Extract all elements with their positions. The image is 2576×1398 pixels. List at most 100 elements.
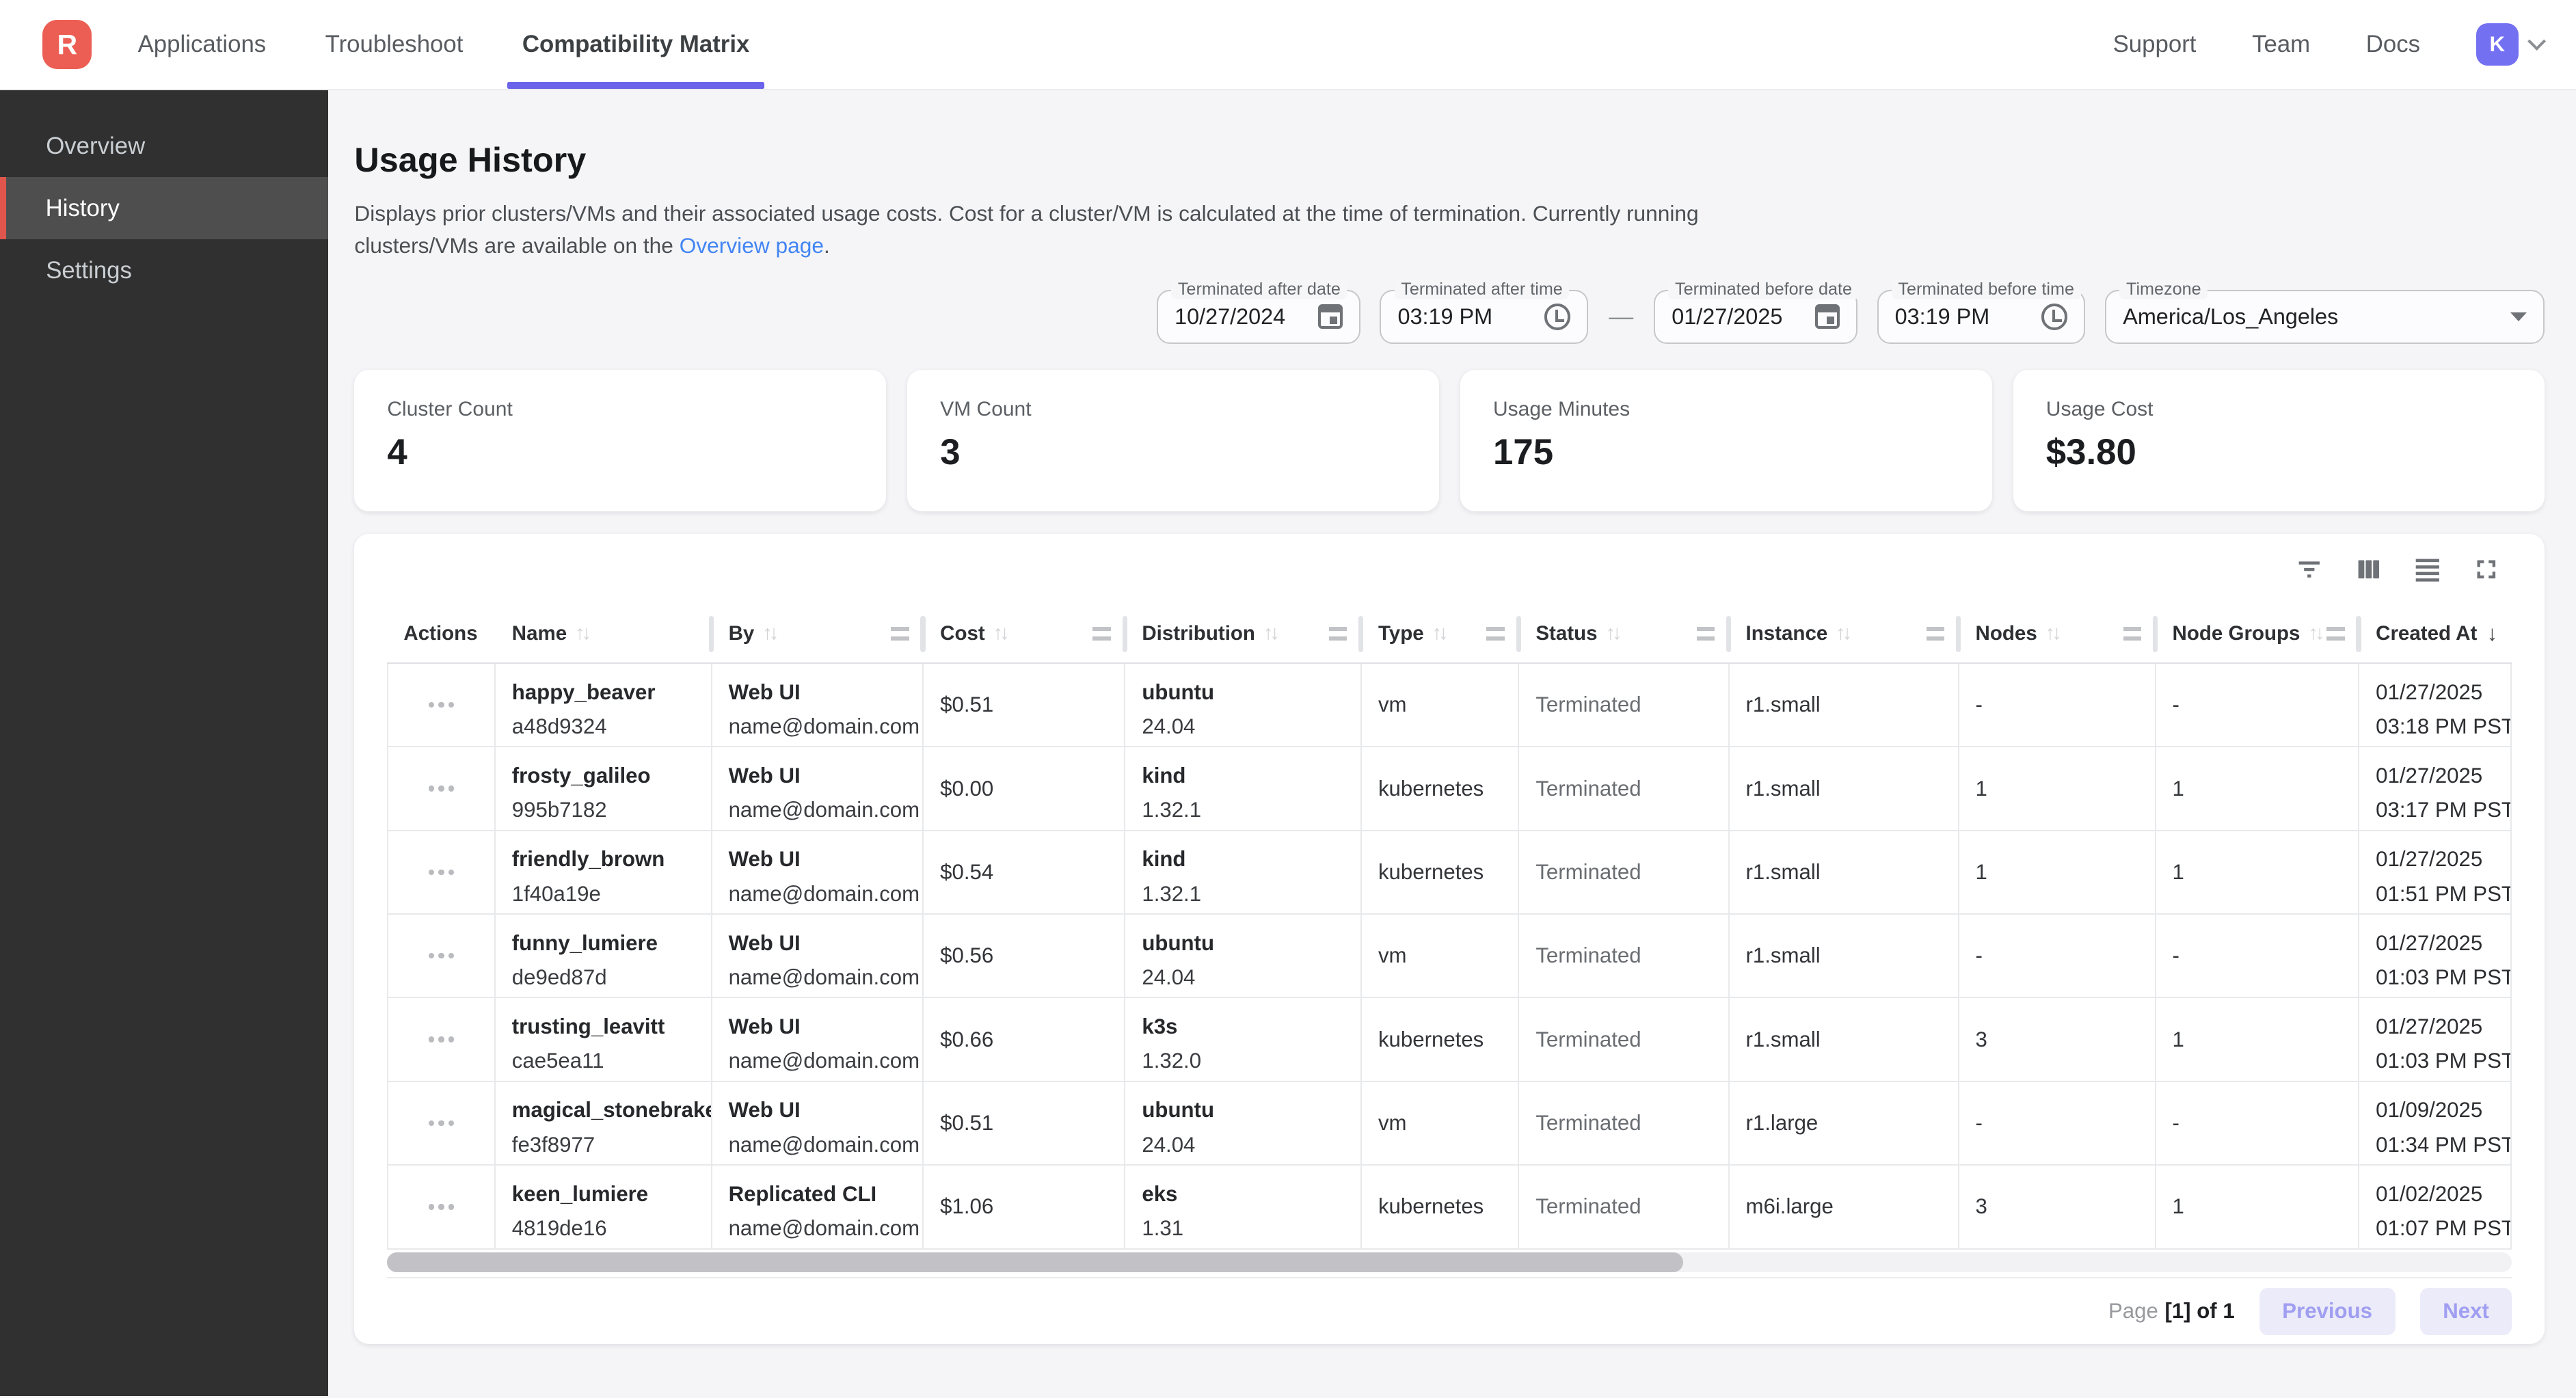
nodes-value: 1: [1975, 859, 1987, 884]
nodes-value: 3: [1975, 1027, 1987, 1051]
by-email-link[interactable]: name@domain.com: [728, 965, 920, 990]
nav-item-troubleshoot[interactable]: Troubleshoot: [325, 31, 464, 57]
row-actions-button[interactable]: [419, 1110, 464, 1135]
column-resize-handle[interactable]: [1516, 616, 1521, 653]
by-email-link[interactable]: name@domain.com: [728, 798, 920, 822]
column-resize-handle[interactable]: [1955, 616, 1961, 653]
column-header-name[interactable]: Name ↑↓: [496, 605, 714, 662]
column-menu-icon[interactable]: [1696, 626, 1715, 641]
nav-link-team[interactable]: Team: [2252, 30, 2311, 57]
column-resize-handle[interactable]: [2152, 616, 2158, 653]
column-menu-icon[interactable]: [2123, 626, 2141, 641]
density-icon[interactable]: [2412, 554, 2443, 585]
nav-link-support[interactable]: Support: [2112, 30, 2197, 57]
sort-arrows-icon[interactable]: ↑↓: [1432, 622, 1449, 645]
column-resize-handle[interactable]: [1726, 616, 1731, 653]
by-email-link[interactable]: name@domain.com: [728, 1216, 920, 1241]
filter-bar: Terminated after date 10/27/2024 Termina…: [354, 279, 2545, 344]
terminated-before-date-input[interactable]: Terminated before date 01/27/2025: [1654, 279, 1859, 344]
row-actions-button[interactable]: [419, 859, 464, 885]
user-menu[interactable]: K: [2476, 23, 2546, 66]
column-header-instance[interactable]: Instance ↑↓: [1730, 605, 1961, 662]
by-email-link[interactable]: name@domain.com: [728, 881, 920, 906]
column-resize-handle[interactable]: [1358, 616, 1364, 653]
nav-item-compatibility-matrix[interactable]: Compatibility Matrix: [507, 0, 764, 90]
avatar[interactable]: K: [2476, 23, 2519, 66]
overview-page-link[interactable]: Overview page: [679, 233, 824, 258]
by-email-link[interactable]: name@domain.com: [728, 1132, 920, 1157]
terminated-after-date-input[interactable]: Terminated after date 10/27/2024: [1157, 279, 1360, 344]
column-menu-icon[interactable]: [1328, 626, 1347, 641]
cell-instance: m6i.large: [1730, 1166, 1959, 1248]
column-header-distribution[interactable]: Distribution ↑↓: [1125, 605, 1364, 662]
sidebar-item-overview[interactable]: Overview: [46, 133, 146, 159]
replicated-logo[interactable]: R: [42, 20, 92, 69]
nav-link-docs[interactable]: Docs: [2365, 30, 2421, 57]
terminated-after-time-input[interactable]: Terminated after time 03:19 PM: [1380, 279, 1589, 344]
row-actions-button[interactable]: [419, 943, 464, 969]
distribution-secondary: 1.32.0: [1142, 1049, 1202, 1073]
cell-cost: $0.56: [924, 915, 1126, 997]
name-secondary: fe3f8977: [511, 1132, 595, 1157]
sidebar-item-history[interactable]: History: [0, 177, 328, 240]
fullscreen-icon[interactable]: [2471, 554, 2502, 585]
name-secondary: 4819de16: [511, 1216, 607, 1241]
sort-arrows-icon[interactable]: ↑↓: [1836, 622, 1852, 645]
clock-icon[interactable]: [2041, 304, 2068, 330]
cell-name: magical_stonebraker fe3f8977: [496, 1081, 712, 1165]
created-primary: 01/27/2025: [2376, 1014, 2483, 1039]
nav-item-applications[interactable]: Applications: [137, 31, 267, 57]
next-page-button[interactable]: Next: [2419, 1287, 2512, 1336]
column-resize-handle[interactable]: [920, 616, 926, 653]
sort-arrows-icon[interactable]: ↑↓: [1605, 622, 1622, 645]
row-actions-button[interactable]: [419, 1027, 464, 1052]
status-value: Terminated: [1535, 859, 1641, 884]
row-actions-button[interactable]: [419, 776, 464, 801]
terminated-before-time-input[interactable]: Terminated before time 03:19 PM: [1877, 279, 2086, 344]
cell-actions: [387, 915, 496, 997]
cell-distribution: ubuntu 24.04: [1125, 663, 1362, 747]
columns-icon[interactable]: [2353, 554, 2385, 585]
column-header-node_groups[interactable]: Node Groups ↑↓: [2156, 605, 2361, 662]
node_groups-value: 1: [2172, 776, 2184, 801]
filter-icon[interactable]: [2294, 554, 2325, 585]
column-menu-icon[interactable]: [1092, 626, 1111, 641]
calendar-icon[interactable]: [1317, 304, 1343, 330]
instance-value: r1.large: [1745, 1111, 1819, 1135]
distribution-secondary: 24.04: [1142, 965, 1196, 990]
usage-table-card: Actions Name ↑↓ By ↑↓ Cost ↑↓ Distribution ↑↓ Typ…: [354, 534, 2545, 1345]
by-email-link[interactable]: name@domain.com: [728, 714, 920, 738]
column-resize-handle[interactable]: [2356, 616, 2361, 653]
sidebar-item-settings[interactable]: Settings: [46, 257, 132, 284]
cell-node_groups: -: [2156, 915, 2360, 997]
row-actions-button[interactable]: [419, 1194, 464, 1220]
column-resize-handle[interactable]: [708, 616, 714, 653]
sort-arrows-icon[interactable]: ↑↓: [2045, 622, 2062, 645]
column-menu-icon[interactable]: [1486, 626, 1505, 641]
horizontal-scrollbar[interactable]: [387, 1252, 2512, 1273]
sort-arrows-icon[interactable]: ↑↓: [1263, 622, 1280, 645]
column-header-nodes[interactable]: Nodes ↑↓: [1959, 605, 2158, 662]
clock-icon[interactable]: [1544, 304, 1571, 330]
column-header-type[interactable]: Type ↑↓: [1362, 605, 1521, 662]
sort-arrows-icon[interactable]: ↑↓: [575, 622, 591, 645]
previous-page-button[interactable]: Previous: [2259, 1287, 2396, 1336]
row-actions-button[interactable]: [419, 693, 464, 718]
sort-arrows-icon[interactable]: ↑↓: [762, 622, 779, 645]
by-email-link[interactable]: name@domain.com: [728, 1049, 920, 1073]
column-menu-icon[interactable]: [1926, 626, 1944, 641]
column-menu-icon[interactable]: [2326, 626, 2345, 641]
sort-arrows-icon[interactable]: ↑↓: [2308, 622, 2324, 645]
column-header-created[interactable]: Created At ↓: [2359, 605, 2512, 662]
sort-arrows-icon[interactable]: ↑↓: [993, 622, 1010, 645]
node_groups-value: -: [2172, 943, 2179, 968]
sort-desc-icon[interactable]: ↓: [2486, 621, 2498, 645]
column-header-by[interactable]: By ↑↓: [712, 605, 926, 662]
column-menu-icon[interactable]: [891, 626, 909, 641]
column-resize-handle[interactable]: [1122, 616, 1127, 653]
timezone-select[interactable]: Timezone America/Los_Angeles: [2105, 279, 2545, 344]
column-header-status[interactable]: Status ↑↓: [1519, 605, 1731, 662]
column-header-cost[interactable]: Cost ↑↓: [924, 605, 1127, 662]
scrollbar-thumb[interactable]: [387, 1252, 1684, 1273]
calendar-icon[interactable]: [1814, 304, 1840, 330]
